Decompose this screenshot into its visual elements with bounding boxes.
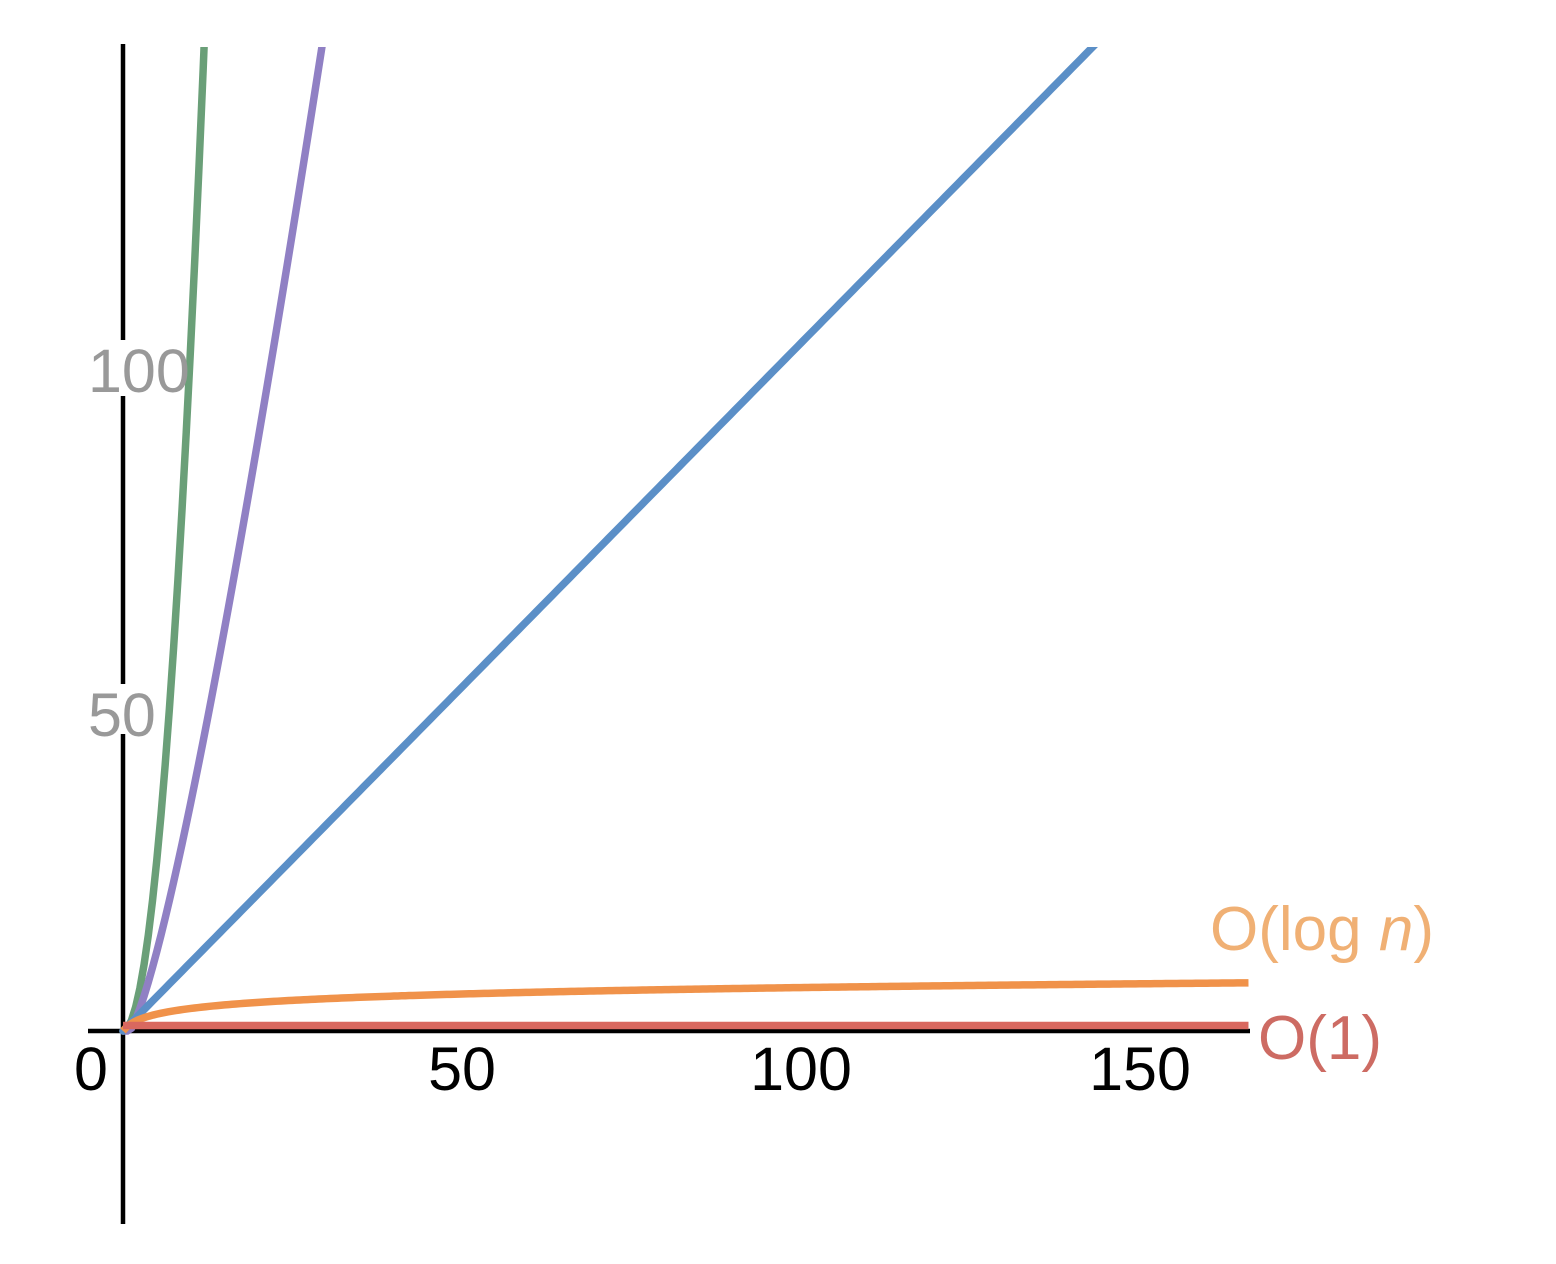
svg-text:50: 50 [428,1035,496,1103]
svg-text:150: 150 [1089,1035,1191,1103]
svg-text:100: 100 [88,337,190,405]
svg-text:O(log n): O(log n) [1210,895,1434,964]
svg-text:O(1): O(1) [1258,1004,1382,1073]
svg-text:0: 0 [74,1035,108,1103]
svg-text:100: 100 [750,1035,852,1103]
svg-text:50: 50 [88,681,156,749]
